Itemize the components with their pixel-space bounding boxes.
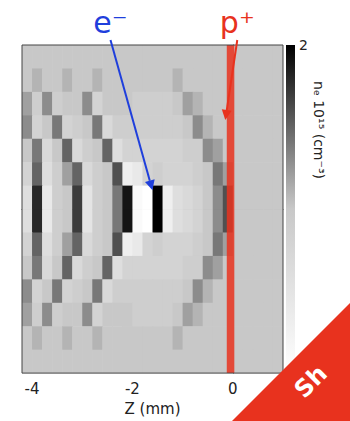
svg-text:2: 2 [299,37,308,53]
svg-text:-2: -2 [125,380,140,398]
svg-text:p⁺: p⁺ [220,5,255,40]
svg-text:Sh: Sh [289,360,333,404]
svg-text:nₑ 10¹⁵ (cm⁻³): nₑ 10¹⁵ (cm⁻³) [311,81,327,179]
svg-text:-4: -4 [25,380,40,398]
svg-text:e⁻: e⁻ [93,5,127,40]
svg-text:0: 0 [228,380,238,398]
svg-text:Z (mm): Z (mm) [125,400,181,418]
